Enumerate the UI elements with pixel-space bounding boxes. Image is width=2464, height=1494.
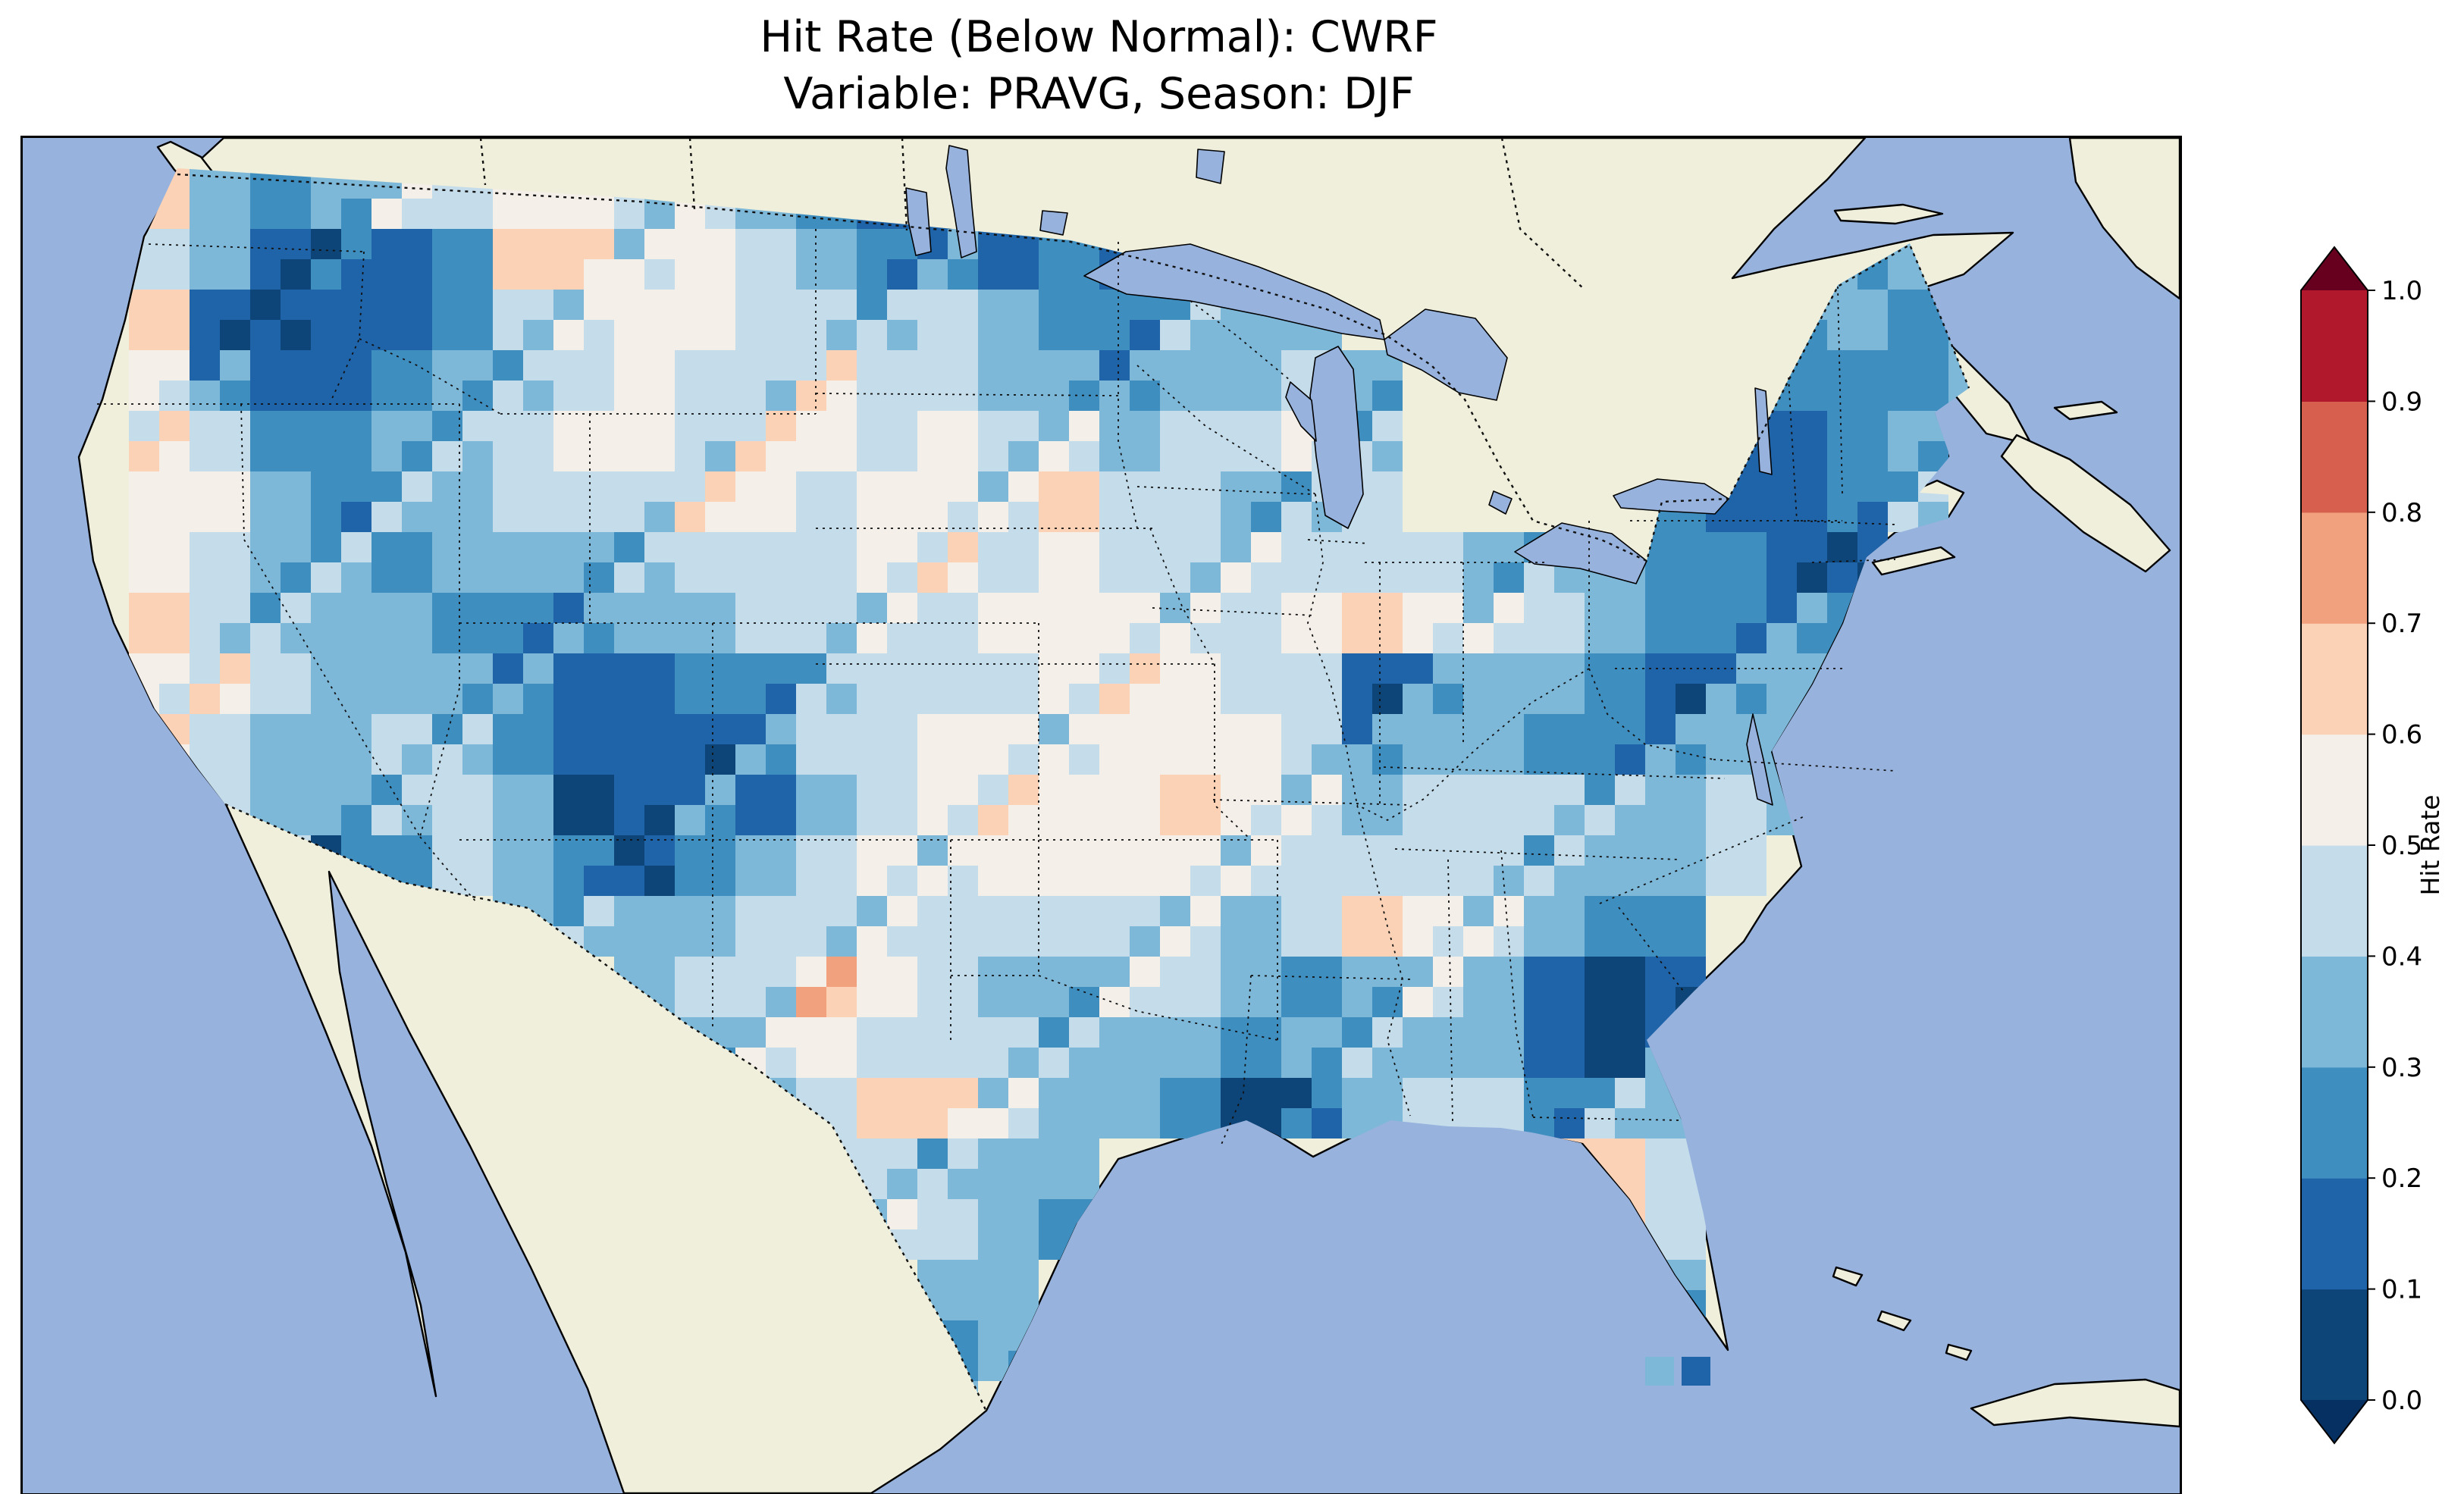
title-line-1: Hit Rate (Below Normal): CWRF (760, 12, 1438, 62)
title-line-2: Variable: PRAVG, Season: DJF (783, 69, 1415, 120)
colorbar-tick-label: 0.2 (2381, 1164, 2422, 1194)
colorbar-tick-label: 0.4 (2381, 941, 2422, 972)
colorbar-tick-label: 0.7 (2381, 609, 2422, 639)
state-borders (97, 229, 1896, 1147)
figure-title: Hit Rate (Below Normal): CWRF Variable: … (20, 9, 2177, 123)
colorbar-tick-label: 0.8 (2381, 498, 2422, 528)
colorbar-tick-label: 0.9 (2381, 387, 2422, 417)
colorbar-tick-label: 0.0 (2381, 1386, 2422, 1416)
colorbar-tick-label: 0.6 (2381, 720, 2422, 750)
us-map (23, 138, 2180, 1493)
colorbar-tick-label: 0.5 (2381, 831, 2422, 861)
map-frame (20, 136, 2182, 1494)
colorbar-tick-label: 0.3 (2381, 1053, 2422, 1083)
colorbar: 0.0 0.1 0.2 0.3 0.4 0.5 0.6 0.7 0.8 0.9 1.0 Hit Rat… (2263, 220, 2464, 1493)
colorbar-over-arrow (2301, 247, 2368, 290)
colorbar-under-arrow (2301, 1400, 2368, 1443)
colorbar-bands (2301, 290, 2368, 1401)
lakes (905, 145, 1773, 806)
offshore-cells (1645, 1357, 1710, 1386)
colorbar-tick-label: 0.1 (2381, 1275, 2422, 1305)
colorbar-canvas: 0.0 0.1 0.2 0.3 0.4 0.5 0.6 0.7 0.8 0.9 1.0 Hit Rat… (2300, 246, 2445, 1445)
colorbar-tick-label: 1.0 (2381, 276, 2422, 306)
international-borders (177, 138, 1970, 1412)
colorbar-label: Hit Rate (2415, 794, 2445, 895)
colorbar-ticks: 0.0 0.1 0.2 0.3 0.4 0.5 0.6 0.7 0.8 0.9 1.0 (2368, 276, 2422, 1416)
